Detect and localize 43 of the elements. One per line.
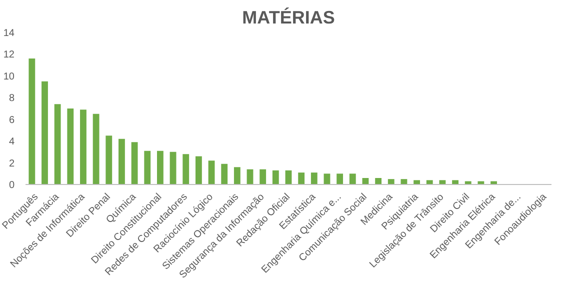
y-tick-label: 12 bbox=[3, 50, 15, 61]
bar bbox=[195, 156, 202, 184]
bar bbox=[388, 179, 394, 184]
bar bbox=[464, 181, 472, 184]
y-tick-label: 14 bbox=[3, 28, 15, 39]
chart-title: MATÉRIAS bbox=[242, 8, 335, 28]
bar bbox=[272, 170, 279, 184]
bar bbox=[131, 142, 138, 184]
bar bbox=[349, 174, 356, 184]
bar bbox=[490, 181, 497, 184]
bar bbox=[426, 180, 433, 184]
bar bbox=[106, 136, 112, 184]
bar bbox=[375, 178, 382, 184]
y-tick-label: 2 bbox=[8, 158, 15, 170]
bar bbox=[182, 154, 190, 184]
y-tick-label: 10 bbox=[3, 71, 15, 82]
y-tick-label: 0 bbox=[8, 180, 15, 191]
bar bbox=[170, 152, 176, 184]
bar bbox=[310, 172, 318, 184]
bar bbox=[414, 180, 420, 184]
bar bbox=[28, 58, 36, 184]
bar bbox=[42, 81, 48, 184]
bar bbox=[285, 170, 292, 184]
bar bbox=[80, 110, 86, 184]
bar bbox=[144, 150, 151, 184]
bar bbox=[67, 108, 74, 184]
bar bbox=[92, 114, 100, 184]
y-tick-label: 8 bbox=[8, 93, 15, 104]
bar bbox=[324, 174, 330, 184]
bar bbox=[54, 104, 61, 184]
bar bbox=[208, 160, 215, 184]
y-tick-label: 4 bbox=[8, 136, 15, 148]
bar bbox=[452, 180, 458, 184]
bar bbox=[478, 181, 484, 184]
bar bbox=[234, 167, 240, 184]
bar bbox=[336, 174, 344, 184]
bar bbox=[157, 150, 164, 184]
bar bbox=[118, 138, 125, 184]
bar bbox=[260, 169, 266, 184]
y-tick-label: 6 bbox=[8, 114, 15, 126]
bar bbox=[221, 164, 228, 184]
bar bbox=[439, 180, 446, 184]
bar bbox=[298, 172, 305, 184]
